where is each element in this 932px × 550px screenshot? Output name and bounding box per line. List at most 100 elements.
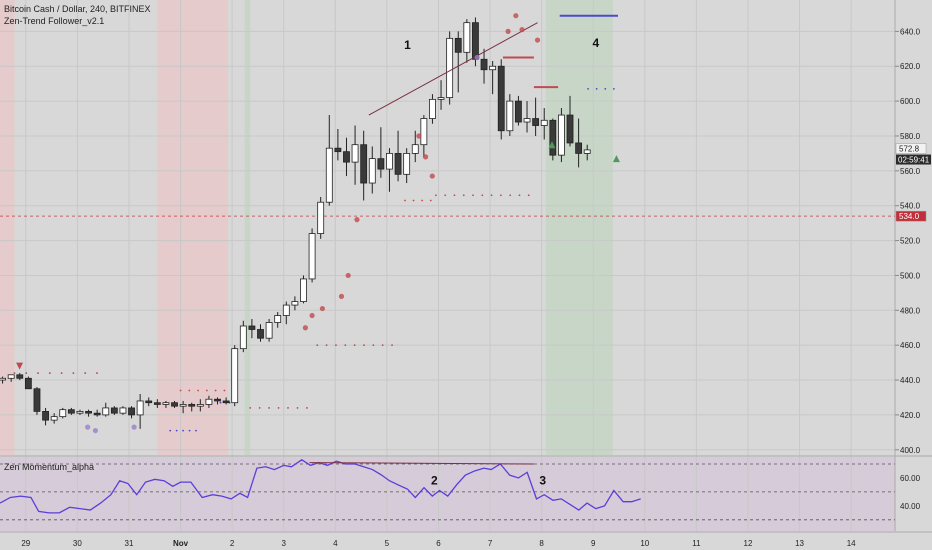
stop-dot (25, 372, 28, 374)
candle-body (0, 377, 6, 381)
highlight-zone (0, 0, 15, 455)
candle-body (265, 322, 273, 339)
candle-body (222, 400, 230, 404)
highlight-zone (545, 0, 613, 455)
last-price-badge: 572.8 (899, 145, 920, 154)
stop-dot (182, 429, 185, 432)
candle-body (300, 278, 307, 302)
candle-body (583, 149, 591, 154)
candle-body (308, 233, 316, 280)
signal-triangle (612, 155, 620, 163)
stop-dot (353, 344, 356, 347)
stop-dot (175, 429, 178, 432)
signal-dot (302, 325, 308, 331)
momentum-line (0, 459, 641, 514)
candle-body (325, 147, 333, 203)
stop-dot (429, 199, 432, 202)
stop-dot (188, 429, 191, 432)
candle-body (257, 329, 264, 339)
trend-segment (368, 22, 538, 116)
signal-dot (309, 312, 315, 319)
annotation-label: 4 (592, 36, 599, 50)
candle-body (291, 301, 299, 306)
signal-dot (92, 427, 99, 434)
x-tick-label: 13 (795, 539, 804, 548)
stop-dot (381, 344, 384, 347)
signal-dot (345, 272, 351, 279)
stop-dot (499, 194, 502, 197)
annotation-label: 3 (539, 474, 546, 488)
stop-dot (509, 194, 512, 197)
stop-dot (13, 372, 16, 374)
stop-dot (604, 88, 607, 90)
candle-body (506, 100, 514, 132)
candle-body (59, 409, 67, 418)
candle-body (429, 98, 436, 119)
x-tick-label: 9 (591, 539, 596, 548)
level-badge-bg (895, 210, 927, 222)
x-tick-label: 7 (488, 539, 493, 548)
candle-body (136, 400, 144, 416)
stop-dot (335, 344, 337, 347)
stop-dot (472, 194, 474, 197)
candle-body (153, 402, 161, 405)
candle-body (394, 153, 402, 175)
candle-body (179, 404, 187, 407)
indicator-title: Zen-Trend Follower_v2.1 (4, 16, 105, 26)
signal-triangle (548, 141, 556, 149)
stop-dot (444, 194, 447, 197)
stop-dot (48, 372, 51, 374)
signal-dot (319, 305, 326, 312)
candle-body (67, 409, 75, 414)
stop-dot (249, 407, 252, 409)
stop-dot (277, 407, 280, 409)
stop-dot (268, 407, 271, 409)
countdown-label: 02:59:41 (898, 156, 930, 165)
signal-dot (505, 28, 511, 34)
stop-dot (60, 372, 63, 374)
signal-dot (85, 424, 91, 430)
candle-body (480, 58, 488, 71)
stop-dot (325, 344, 328, 347)
stop-dot (587, 88, 589, 90)
momentum-tick-label: 60.00 (900, 474, 921, 483)
candle-body (50, 416, 58, 421)
candle-body (463, 22, 471, 53)
annotation-label: 2 (431, 474, 438, 488)
candle-body (566, 114, 574, 144)
candle-body (317, 201, 325, 235)
stop-dot (223, 389, 226, 392)
candle-body (128, 407, 135, 416)
x-tick-label: 10 (640, 539, 649, 548)
y-tick-label: 440.0 (900, 376, 921, 385)
x-tick-label: 5 (385, 539, 390, 548)
y-tick-label: 540.0 (900, 202, 921, 211)
y-tick-label: 500.0 (900, 271, 921, 280)
stop-dot (453, 194, 456, 197)
x-tick-label: Nov (173, 539, 189, 548)
stop-dot (72, 372, 75, 374)
candle-body (540, 119, 548, 126)
y-tick-label: 520.0 (900, 237, 921, 246)
stop-dot (214, 389, 217, 392)
y-tick-label: 560.0 (900, 167, 921, 176)
y-tick-label: 580.0 (900, 132, 921, 141)
signal-dot (422, 154, 429, 160)
candle-body (515, 100, 522, 123)
candle-body (162, 402, 170, 405)
candle-body (446, 37, 454, 99)
stop-dot (363, 344, 365, 347)
x-tick-label: 3 (281, 539, 286, 548)
highlight-zone (244, 0, 251, 455)
candle-body (93, 412, 101, 416)
x-tick-label: 12 (744, 539, 753, 548)
candle-body (85, 411, 92, 414)
y-tick-label: 640.0 (900, 27, 921, 36)
candle-body (343, 151, 350, 163)
candle-body (454, 37, 462, 53)
stop-dot (434, 194, 437, 197)
candle-body (110, 407, 118, 414)
stop-dot (344, 344, 347, 347)
highlight-zone (157, 0, 229, 455)
